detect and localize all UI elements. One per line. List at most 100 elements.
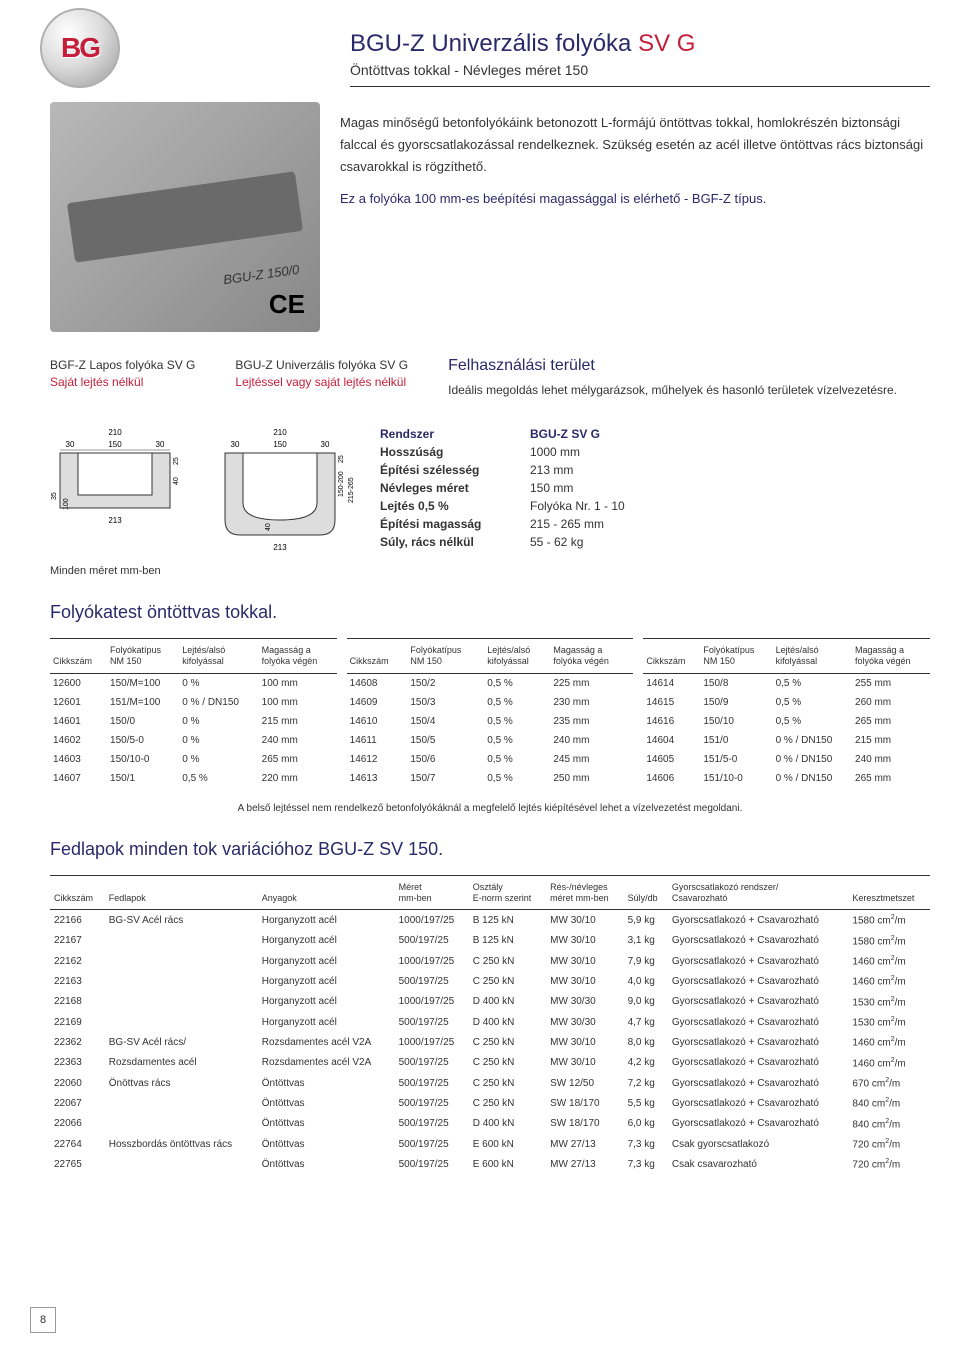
table-header: Fedlapok [105,875,258,910]
table-cell: 1000/197/25 [395,910,469,931]
table-cell: SW 12/50 [546,1073,623,1093]
table-cell: BG-SV Acél rács [105,910,258,931]
table-cell: 0 % [179,750,258,769]
table-cell: C 250 kN [469,1032,546,1052]
variant-title: BGU-Z Univerzális folyóka SV G [235,357,408,374]
subtitle: Öntöttvas tokkal - Névleges méret 150 [350,62,930,78]
table-cell: 150/7 [407,769,484,788]
table-cell: 150/3 [407,693,484,712]
desc-p1: Magas minőségű betonfolyókáink betonozot… [340,112,930,178]
title-accent: SV G [638,30,695,57]
table-cell: Gyorscsatlakozó + Csavarozható [668,931,849,951]
spec-row: Hosszúság1000 mm [380,443,930,461]
table-cell [105,992,258,1012]
diagrams-row: 210 30 150 30 25 40 35 100 213 210 30 15… [50,425,930,555]
parts-table-3col: CikkszámFolyókatípusNM 150Lejtés/alsókif… [50,638,930,788]
table-col-c: CikkszámFolyókatípusNM 150Lejtés/alsókif… [643,638,930,788]
table-cell: 1460 cm2/m [848,971,930,991]
section-title-1: Folyókatest öntöttvas tokkal. [50,602,930,623]
table-cell [105,951,258,971]
svg-text:30: 30 [66,440,75,449]
table-cell: 240 mm [550,731,633,750]
table-row: 22162Horganyzott acél1000/197/25C 250 kN… [50,951,930,971]
table-cell [105,1154,258,1174]
table-cell: Horganyzott acél [258,992,395,1012]
table-cell: 14601 [50,712,107,731]
table-cell: 1460 cm2/m [848,951,930,971]
table-cell: 0 % / DN150 [179,693,258,712]
table-cell: 4,0 kg [624,971,668,991]
svg-text:25: 25 [338,455,345,463]
table-cell: 235 mm [550,712,633,731]
table-cell: Öntöttvas [258,1073,395,1093]
table-header: Rés-/névlegesméret mm-ben [546,875,623,910]
table-cell [105,931,258,951]
spec-row: Lejtés 0,5 %Folyóka Nr. 1 - 10 [380,497,930,515]
table-cell: 3,1 kg [624,931,668,951]
desc-p2: Ez a folyóka 100 mm-es beépítési magassá… [340,188,930,210]
svg-text:30: 30 [231,440,240,449]
table-cell: 0 % / DN150 [773,731,852,750]
table-cell: 0,5 % [773,693,852,712]
table-cell: 150/1 [107,769,179,788]
table-row: 22166BG-SV Acél rácsHorganyzott acél1000… [50,910,930,931]
table-cell: 22167 [50,931,105,951]
table-row: 12601151/M=1000 % / DN150100 mm [50,693,337,712]
table-cell: 1580 cm2/m [848,931,930,951]
table-cell: BG-SV Acél rács/ [105,1032,258,1052]
logo-text: BG [61,32,99,64]
ce-mark-icon: CE [269,289,305,320]
table-row: 22764Hosszbordás öntöttvas rácsÖntöttvas… [50,1134,930,1154]
table-row: 14610150/40,5 %235 mm [347,712,634,731]
table-cell: C 250 kN [469,971,546,991]
table-cell: 500/197/25 [395,1114,469,1134]
table-cell [105,1012,258,1032]
table-cell: 245 mm [550,750,633,769]
description: Magas minőségű betonfolyókáink betonozot… [340,102,930,332]
table-cell: 240 mm [259,731,337,750]
table-cell: 22163 [50,971,105,991]
table-cell: MW 30/10 [546,1053,623,1073]
table-cell: 0,5 % [773,673,852,693]
table-cell: 0 % [179,673,258,693]
table-cell: 4,7 kg [624,1012,668,1032]
table-cell: Horganyzott acél [258,971,395,991]
cross-section-1: 210 30 150 30 25 40 35 100 213 [50,425,180,535]
table-cell: SW 18/170 [546,1114,623,1134]
product-image: BGU-Z 150/0 CE [50,102,320,332]
table-cell: MW 30/10 [546,951,623,971]
table-cell: Gyorscsatlakozó + Csavarozható [668,951,849,971]
table-cell: 840 cm2/m [848,1093,930,1113]
table-cell: 22764 [50,1134,105,1154]
table-cell: MW 27/13 [546,1154,623,1174]
table-header: FolyókatípusNM 150 [700,639,772,674]
table-cell: 0,5 % [484,731,550,750]
table-cell: Gyorscsatlakozó + Csavarozható [668,1093,849,1113]
table-cell: 0,5 % [484,673,550,693]
table-cell: MW 30/30 [546,1012,623,1032]
table-row: 14605151/5-00 % / DN150240 mm [643,750,930,769]
svg-text:40: 40 [173,477,180,485]
table-cell: 5,9 kg [624,910,668,931]
table-cell: Gyorscsatlakozó + Csavarozható [668,1053,849,1073]
table-cell: E 600 kN [469,1154,546,1174]
table-cell: 150/8 [700,673,772,693]
table-cell: Rozsdamentes acél V2A [258,1053,395,1073]
table-cell: C 250 kN [469,951,546,971]
table-col-b: CikkszámFolyókatípusNM 150Lejtés/alsókif… [347,638,634,788]
spec-value: BGU-Z SV G [530,427,600,441]
table-cell: 22168 [50,992,105,1012]
table-row: 22163Horganyzott acél500/197/25C 250 kNM… [50,971,930,991]
table-cell: 255 mm [852,673,930,693]
table-cell: 1000/197/25 [395,1032,469,1052]
table-cell: 0,5 % [484,750,550,769]
table-col-a: CikkszámFolyókatípusNM 150Lejtés/alsókif… [50,638,337,788]
table-cell: 0 % / DN150 [773,769,852,788]
table-header: Lejtés/alsókifolyással [773,639,852,674]
svg-text:30: 30 [321,440,330,449]
table-cell: Gyorscsatlakozó + Csavarozható [668,1114,849,1134]
table-cell: MW 30/10 [546,1032,623,1052]
table-cell: 14609 [347,693,408,712]
variants-row: BGF-Z Lapos folyóka SV G Saját lejtés né… [50,357,930,400]
table-cell: D 400 kN [469,992,546,1012]
